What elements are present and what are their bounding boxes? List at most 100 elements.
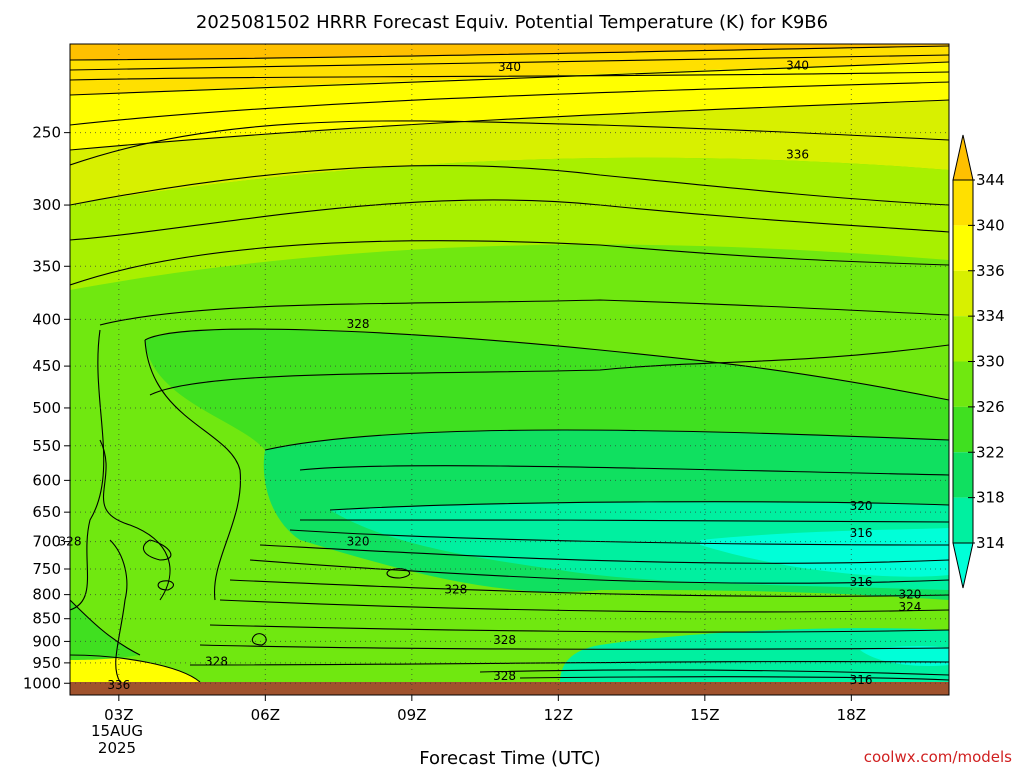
fill-layer	[70, 44, 949, 60]
svg-text:324: 324	[898, 600, 921, 614]
contour-line	[70, 240, 949, 286]
y-tick-label: 500	[32, 399, 61, 417]
svg-text:336: 336	[107, 678, 130, 692]
y-tick-label: 850	[32, 610, 61, 628]
contour-label: 328	[493, 633, 516, 647]
x-tick-label: 18Z	[837, 706, 866, 724]
fill-layer	[330, 501, 949, 590]
contour-line	[70, 45, 949, 61]
y-tick-label: 700	[32, 533, 61, 551]
svg-text:328: 328	[205, 655, 228, 669]
contour-line	[199, 644, 949, 650]
date-label-day: 15AUG	[91, 722, 143, 740]
fill-layer	[70, 62, 949, 150]
x-tick-label: 12Z	[544, 706, 573, 724]
colorbar-label: 334	[976, 307, 1005, 325]
contour-label: 340	[786, 58, 809, 72]
contour-line	[479, 669, 949, 676]
colorbar-label: 314	[976, 534, 1005, 552]
y-tick-label: 550	[32, 437, 61, 455]
contour-line	[264, 429, 949, 451]
fill-layer	[560, 628, 949, 682]
svg-text:320: 320	[347, 535, 370, 549]
contour-line	[249, 559, 949, 584]
y-tick-label: 750	[32, 560, 61, 578]
svg-text:340: 340	[786, 58, 809, 72]
contour-line	[99, 299, 949, 326]
colorbar-segment	[953, 361, 973, 407]
y-tick-label: 600	[32, 471, 61, 489]
contour-line	[70, 99, 949, 151]
x-tick-label: 15Z	[690, 706, 719, 724]
svg-text:316: 316	[850, 673, 873, 687]
colorbar-label: 326	[976, 398, 1005, 416]
x-tick-label: 06Z	[251, 706, 280, 724]
svg-text:328: 328	[493, 633, 516, 647]
y-tick-label: 900	[32, 632, 61, 650]
ground-surface	[70, 682, 949, 695]
contour-label: 328	[493, 669, 516, 683]
contour-label: 316	[850, 575, 873, 589]
contour-line	[99, 439, 171, 601]
contour-line	[70, 81, 949, 126]
contour-line	[70, 329, 105, 611]
contour-line	[289, 529, 949, 546]
contour-label: 320	[850, 499, 873, 513]
colorbar-extend-top	[952, 134, 974, 181]
colorbar-label: 336	[976, 262, 1005, 280]
contour-line	[229, 579, 949, 597]
chart-title: 2025081502 HRRR Forecast Equiv. Potentia…	[196, 12, 828, 33]
contour-line	[299, 465, 949, 476]
contour-label: 328	[347, 317, 370, 331]
contour-label: 328	[205, 655, 228, 669]
fill-layer	[145, 329, 949, 450]
colorbar-extend-bottom	[952, 542, 974, 589]
fill-layer	[700, 528, 949, 577]
contour-line	[109, 539, 128, 683]
colorbar-segment	[953, 316, 973, 362]
contour-line	[519, 676, 949, 681]
svg-text:316: 316	[850, 575, 873, 589]
credit-text: coolwx.com/models	[864, 748, 1012, 766]
date-label-year: 2025	[98, 739, 136, 757]
colorbar-label: 318	[976, 489, 1005, 507]
contour-line	[70, 165, 949, 206]
contour-line	[157, 580, 174, 591]
fill-layer	[70, 157, 949, 290]
y-tick-label: 800	[32, 586, 61, 604]
contour-line	[219, 599, 949, 613]
y-tick-label: 300	[32, 196, 61, 214]
contour-line	[70, 199, 949, 241]
svg-text:316: 316	[850, 526, 873, 540]
contour-label: 336	[107, 678, 130, 692]
contour-line	[209, 624, 949, 633]
y-tick-label: 450	[32, 357, 61, 375]
contour-line	[189, 660, 949, 666]
gridlines	[70, 44, 949, 695]
colorbar-label: 322	[976, 443, 1005, 461]
contour-label: 316	[850, 526, 873, 540]
y-axis: 250 300 350 400 450 500 550 600 650 700 750 800 850 9…	[23, 124, 70, 692]
fill-layer	[70, 655, 200, 682]
contour-label: 324	[898, 600, 921, 614]
fill-layer	[70, 600, 140, 660]
colorbar-label: 344	[976, 171, 1005, 189]
contour-label: 336	[786, 147, 809, 161]
contour-line	[144, 339, 242, 601]
plot-background	[70, 44, 949, 695]
colorbar-segment	[953, 497, 973, 543]
y-tick-label: 400	[32, 310, 61, 328]
contour-line	[259, 544, 949, 564]
plot-frame	[69, 43, 950, 696]
y-tick-label: 1000	[23, 674, 61, 692]
contour-line	[70, 120, 949, 166]
contour-label: 328	[444, 583, 467, 597]
svg-text:328: 328	[444, 583, 467, 597]
svg-text:328: 328	[347, 317, 370, 331]
contour-line	[299, 519, 949, 523]
colorbar-segment	[953, 225, 973, 271]
colorbar-segment	[953, 180, 973, 226]
fill-layer	[70, 100, 949, 205]
colorbar-segment	[953, 406, 973, 453]
